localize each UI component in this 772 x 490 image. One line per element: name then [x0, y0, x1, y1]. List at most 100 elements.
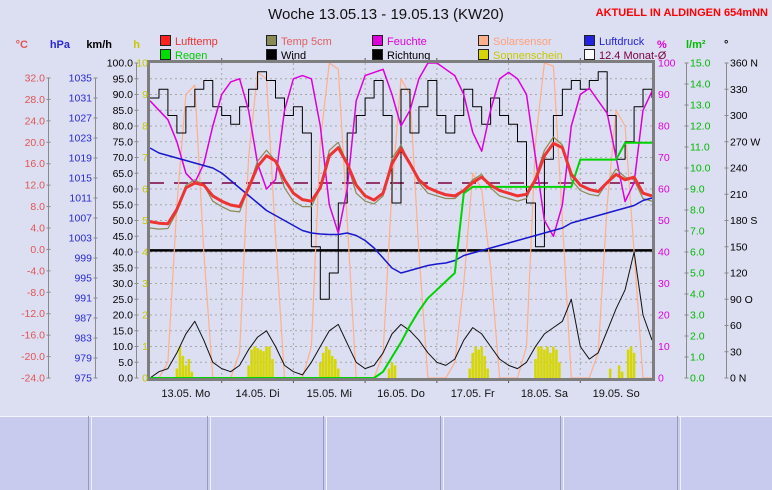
direction-axis-tick-label: 300 — [730, 110, 748, 122]
windspeed-axis-tick-label: 100.0 — [107, 58, 133, 70]
temp-axis-tick-label: 32.0 — [25, 73, 46, 85]
windspeed-axis-tick-label: 70.0 — [113, 152, 134, 164]
sonnenschein-bar — [632, 352, 636, 378]
sonnenschein-bar — [334, 359, 337, 378]
pressure-axis-tick-label: 1027 — [69, 113, 93, 125]
legend-swatch-icon — [266, 35, 277, 46]
humidity-axis-tick-label: 70 — [658, 152, 670, 164]
direction-axis-tick-label: 360 N — [730, 58, 758, 70]
sonnenschein-bar — [629, 346, 633, 378]
humidity-axis-tick-label: 60 — [658, 184, 670, 196]
legend-item-luftdruck: Luftdruck — [584, 35, 645, 48]
temp-axis-tick-label: 24.0 — [25, 115, 46, 127]
legend-label: Luftdruck — [599, 36, 645, 48]
pressure-axis-tick-label: 1015 — [69, 173, 93, 185]
table-column-divider — [323, 416, 327, 490]
sonnenschein-bar — [247, 365, 250, 378]
windspeed-axis-tick-label: 0.0 — [118, 373, 133, 385]
temp-axis-tick-label: 0.0 — [30, 244, 45, 256]
direction-axis-tick-label: 210 — [730, 189, 748, 201]
humidity-axis-tick-label: 50 — [658, 215, 670, 227]
rain-axis-unit-label: l/m² — [686, 39, 706, 51]
windspeed-axis-tick-label: 35.0 — [113, 262, 134, 274]
rain-axis-tick-label: 11.0 — [690, 142, 710, 154]
day-label: 15.05. Mi — [306, 388, 352, 400]
windspeed-axis-tick-label: 20.0 — [113, 310, 134, 322]
sonnenschein-bar — [555, 349, 558, 378]
sonnenschein-bar — [393, 365, 397, 378]
sonnenschein-bar — [175, 368, 179, 378]
luftdruck-line — [149, 147, 653, 274]
windspeed-axis-tick-label: 5.0 — [118, 357, 133, 369]
sonnenschein-bar — [620, 371, 624, 378]
rain-axis-tick-label: 13.0 — [690, 100, 711, 112]
sonnenschein-bar — [322, 352, 325, 378]
feuchte-line — [149, 62, 653, 238]
sonnenschein-bar — [468, 368, 471, 378]
direction-axis-tick-label: 0 N — [730, 373, 746, 385]
windspeed-axis-tick-label: 50.0 — [113, 215, 134, 227]
rain-axis-tick-label: 6.0 — [690, 247, 705, 259]
sunhours-axis-unit-label: h — [133, 39, 140, 51]
sonnenschein-bar — [552, 346, 555, 378]
legend-label: Lufttemp — [175, 36, 218, 48]
station-status-text: AKTUELL IN ALDINGEN 654mNN — [595, 7, 768, 19]
sonnenschein-bar — [480, 346, 483, 378]
windspeed-axis-tick-label: 55.0 — [113, 199, 134, 211]
pressure-axis-tick-label: 1007 — [69, 213, 93, 225]
legend-swatch-icon — [160, 35, 171, 46]
pressure-axis-tick-label: 979 — [74, 353, 92, 365]
rain-axis-tick-label: 5.0 — [690, 268, 705, 280]
legend-item-wind: Wind — [266, 49, 306, 62]
sunhours-axis-tick-label: 2 — [142, 310, 148, 322]
sonnenschein-bar — [271, 359, 274, 378]
temp-axis-tick-label: -8.0 — [27, 287, 45, 299]
day-label: 16.05. Do — [377, 388, 425, 400]
sonnenschein-bar — [537, 346, 540, 378]
windspeed-axis-tick-label: 60.0 — [113, 184, 134, 196]
sonnenschein-bar — [540, 346, 543, 378]
rain-axis-tick-label: 12.0 — [690, 121, 711, 133]
wind-line — [149, 251, 653, 379]
direction-axis-tick-label: 60 — [730, 320, 742, 332]
direction-axis-tick-label: 120 — [730, 268, 748, 280]
legend-item-12-4-monat-: 12.4 Monat-Ø — [584, 49, 667, 62]
sonnenschein-bar — [546, 346, 549, 378]
sonnenschein-bar — [486, 368, 489, 378]
legend-item-richtung: Richtung — [372, 49, 430, 62]
rain-axis-tick-label: 14.0 — [690, 79, 711, 91]
temp-axis-tick-label: 8.0 — [30, 201, 45, 213]
legend-label: Temp 5cm — [281, 36, 332, 48]
stats-table: SensorMinWertMaxWertDurchschnitt19.05. 2… — [0, 416, 772, 490]
legend-label: 12.4 Monat-Ø — [599, 50, 667, 62]
legend-swatch-icon — [372, 35, 383, 46]
legend-swatch-icon — [160, 49, 171, 60]
table-column-divider — [677, 416, 681, 490]
legend-swatch-icon — [584, 35, 595, 46]
page-title: Woche 13.05.13 - 19.05.13 (KW20) — [268, 6, 504, 23]
sunhours-axis-tick-label: 1 — [142, 341, 148, 353]
sonnenschein-bar — [617, 365, 621, 378]
sonnenschein-bar — [331, 355, 334, 378]
day-label: 14.05. Di — [235, 388, 280, 400]
sunhours-axis-tick-label: 7 — [142, 152, 148, 164]
day-label: 19.05. So — [592, 388, 640, 400]
rain-axis-tick-label: 15.0 — [690, 58, 711, 70]
table-column-divider — [560, 416, 564, 490]
windspeed-axis-tick-label: 25.0 — [113, 294, 134, 306]
sonnenschein-bar — [319, 362, 322, 378]
windspeed-axis-tick-label: 30.0 — [113, 278, 134, 290]
sonnenschein-bar — [534, 359, 537, 378]
legend-item-temp-5cm: Temp 5cm — [266, 35, 332, 48]
sonnenschein-bar — [608, 368, 612, 378]
direction-axis-tick-label: 240 — [730, 163, 748, 175]
legend-item-lufttemp: Lufttemp — [160, 35, 218, 48]
rain-axis-tick-label: 9.0 — [690, 184, 705, 196]
temp-axis-tick-label: -4.0 — [27, 265, 45, 277]
rain-axis-tick-label: 2.0 — [690, 331, 705, 343]
sonnenschein-bar — [190, 371, 194, 378]
rain-axis-tick-label: 3.0 — [690, 310, 705, 322]
sonnenschein-bar — [328, 349, 331, 378]
rain-axis-tick-label: 0.0 — [690, 373, 705, 385]
